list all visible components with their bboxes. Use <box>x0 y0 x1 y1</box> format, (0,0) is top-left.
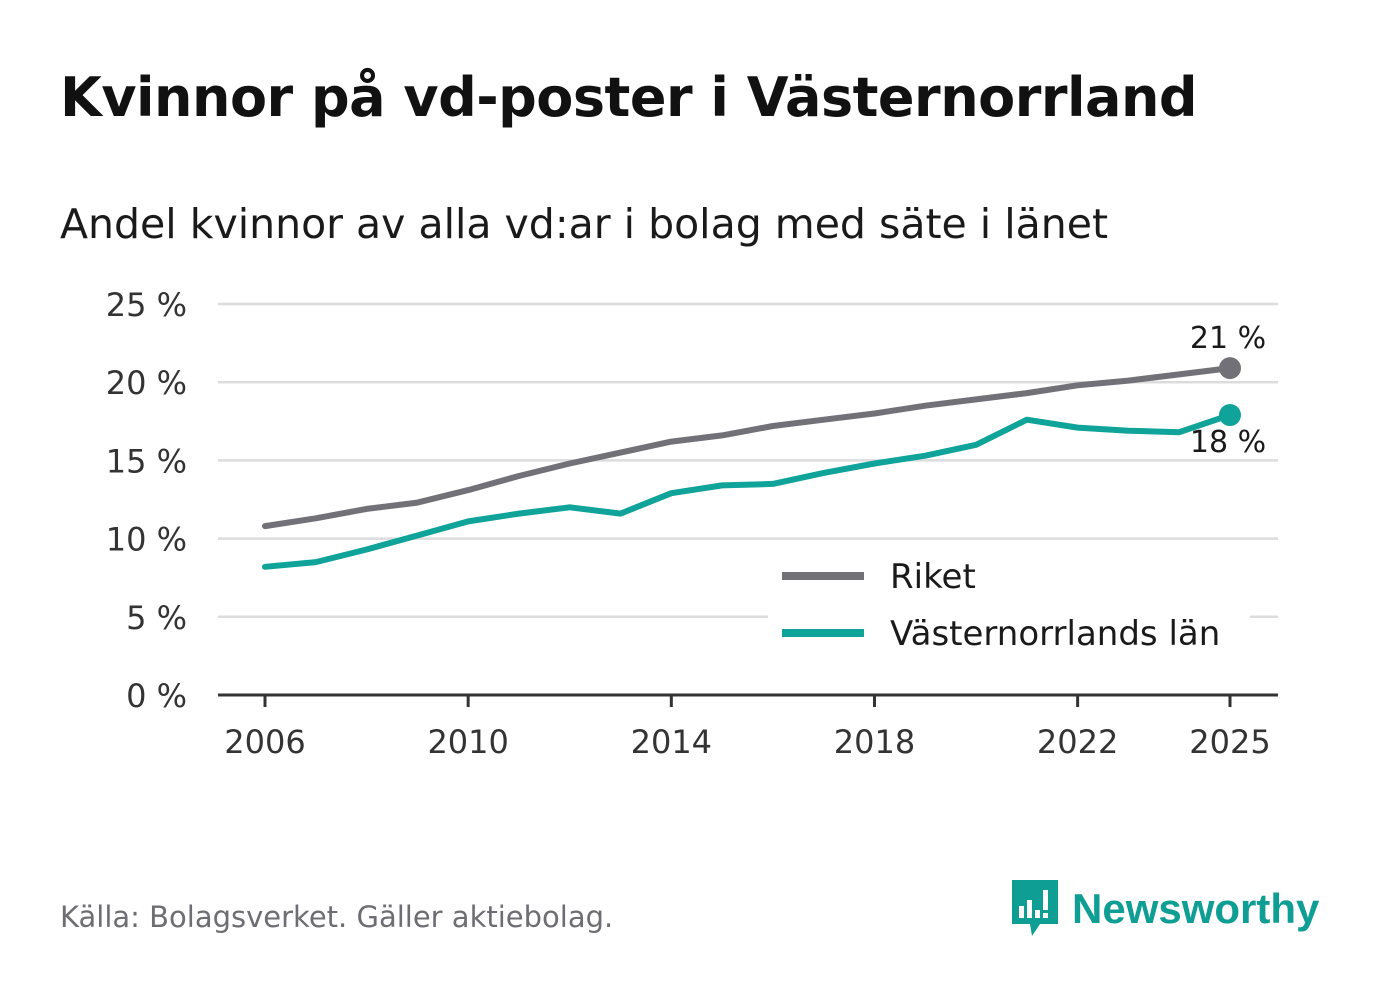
y-tick-label: 20 % <box>106 364 187 402</box>
y-tick-label: 15 % <box>106 442 187 480</box>
legend: Riket Västernorrlands län <box>768 550 1250 670</box>
series-line-1 <box>262 412 1233 570</box>
x-axis-ticks: 2006 2010 2014 2018 2022 2025 <box>224 695 1271 761</box>
newsworthy-logo: Newsworthy <box>1010 878 1319 940</box>
series-end-marker <box>1219 404 1241 427</box>
chart-subtitle: Andel kvinnor av alla vd:ar i bolag med … <box>60 200 1109 248</box>
legend-label: Västernorrlands län <box>890 614 1220 654</box>
y-tick-label: 0 % <box>126 677 187 715</box>
x-tick-label: 2018 <box>834 723 915 761</box>
y-tick-label: 5 % <box>126 599 187 637</box>
series-line-0 <box>262 365 1233 530</box>
y-tick-label: 10 % <box>106 521 187 559</box>
x-tick-label: 2022 <box>1037 723 1118 761</box>
x-tick-label: 2010 <box>427 723 508 761</box>
x-tick-label: 2006 <box>224 723 305 761</box>
y-axis-ticks: 0 % 5 % 10 % 15 % 20 % 25 % <box>106 286 187 715</box>
legend-label: Riket <box>890 557 976 597</box>
series-end-label: 21 % <box>1190 321 1266 356</box>
brand-name: Newsworthy <box>1072 885 1320 932</box>
series-end-marker <box>1219 357 1241 380</box>
end-labels: 21 % 18 % <box>1190 321 1266 460</box>
x-tick-label: 2025 <box>1189 723 1270 761</box>
x-tick-label: 2014 <box>631 723 712 761</box>
line-chart: 0 %5 %10 %15 %20 %25 % 2006 2010 2014 2018 2… <box>106 286 1278 761</box>
newsworthy-logo-icon <box>1012 880 1058 936</box>
source-note: Källa: Bolagsverket. Gäller aktiebolag. <box>60 900 614 934</box>
series-lines <box>262 357 1241 570</box>
legend-background <box>768 550 1250 670</box>
series-end-label: 18 % <box>1190 425 1266 460</box>
y-tick-label: 25 % <box>106 286 187 324</box>
chart-title: Kvinnor på vd-poster i Västernorrland <box>60 66 1198 129</box>
